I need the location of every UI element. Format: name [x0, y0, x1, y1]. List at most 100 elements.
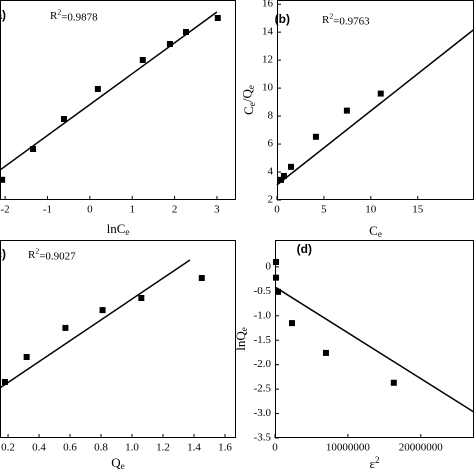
data-point — [322, 349, 329, 356]
r-squared-part: =0.9878 — [61, 11, 98, 23]
data-point — [214, 15, 221, 21]
r-squared-part: R — [322, 14, 330, 26]
fit-line — [276, 28, 474, 186]
plot-frame — [0, 0, 236, 200]
data-point — [278, 176, 285, 183]
data-point — [99, 307, 106, 314]
r-squared-part: 2 — [329, 11, 333, 20]
x-tick-label: 1.4 — [187, 442, 201, 454]
x-axis-label: lnCe — [107, 221, 130, 237]
data-point — [272, 259, 279, 265]
data-point — [30, 146, 37, 152]
plot-frame — [277, 0, 474, 200]
data-point — [94, 86, 101, 92]
data-point — [280, 172, 287, 179]
data-point — [272, 274, 279, 281]
data-point — [274, 288, 281, 295]
y-tick-label: 4 — [268, 166, 274, 178]
fit-line — [274, 286, 474, 413]
x-tick-label: 0 — [272, 442, 278, 454]
x-tick-label: 15 — [412, 204, 424, 216]
y-tick-label: 16 — [262, 0, 274, 10]
x-tick-label: 10 — [365, 204, 377, 216]
data-point — [139, 57, 146, 63]
data-point — [183, 29, 190, 35]
x-tick-label: 1.2 — [156, 442, 170, 454]
y-tick-label: 10 — [262, 82, 274, 94]
x-tick-label: 5 — [321, 204, 327, 216]
x-tick-label: 1.6 — [218, 442, 232, 454]
x-axis-label: ε2 — [369, 455, 379, 471]
y-tick-label: 14 — [262, 26, 274, 38]
y-axis-label-part: e — [246, 85, 256, 89]
x-tick-label: 0.8 — [94, 442, 108, 454]
data-point — [1, 378, 8, 385]
r-squared: R2=0.9763 — [322, 11, 370, 27]
data-point — [312, 133, 319, 140]
y-axis-label: lnQe — [233, 327, 249, 351]
x-tick-label: 10000000 — [326, 442, 371, 454]
x-tick-label: 0.6 — [63, 442, 77, 454]
y-tick-label: 8 — [268, 110, 274, 122]
data-point — [390, 379, 397, 386]
r-squared-part: R — [28, 249, 36, 261]
x-axis-label: Ce — [369, 223, 382, 239]
x-axis-label-part: e — [121, 461, 125, 471]
data-point — [288, 320, 295, 327]
y-tick-label: -3.0 — [254, 407, 272, 419]
x-axis-label-part: Q — [111, 455, 121, 470]
y-axis-label-part: lnQ — [233, 331, 248, 351]
x-tick-label: -2 — [0, 204, 9, 216]
y-axis-label-part: /Q — [240, 89, 255, 103]
plot-frame — [0, 240, 236, 438]
panel-label: (b) — [275, 12, 290, 26]
x-tick-label: 0.2 — [1, 442, 15, 454]
x-tick-label: 20000000 — [399, 442, 444, 454]
data-point — [60, 116, 67, 122]
data-point — [23, 354, 30, 361]
y-axis-label-part: e — [247, 102, 257, 106]
x-tick-label: 1 — [129, 204, 135, 216]
x-axis-label: Qe — [111, 455, 124, 471]
y-tick-label: -1.5 — [254, 334, 272, 346]
panel-label: (c) — [0, 247, 6, 261]
r-squared-part: 2 — [57, 7, 61, 16]
data-point — [166, 41, 173, 47]
y-tick-label: -0.5 — [254, 285, 272, 297]
y-axis-label-part: C — [241, 106, 256, 115]
x-axis-label-part: lnC — [107, 221, 126, 236]
fit-line — [0, 259, 191, 389]
x-axis-label-part: e — [378, 229, 382, 239]
y-tick-label: -2.0 — [254, 358, 272, 370]
y-axis-label-part: e — [239, 327, 249, 331]
data-point — [343, 107, 350, 114]
data-point — [62, 324, 69, 331]
x-tick-label: 0 — [87, 204, 93, 216]
r-squared: R2=0.9878 — [50, 7, 98, 23]
x-tick-label: 0.4 — [32, 442, 46, 454]
y-tick-label: -3.5 — [254, 432, 272, 444]
x-tick-label: 1.0 — [125, 442, 139, 454]
y-tick-label: -2.5 — [254, 383, 272, 395]
r-squared-part: 2 — [35, 246, 39, 255]
panel-label: (d) — [297, 242, 312, 256]
y-tick-label: 0 — [266, 260, 272, 272]
x-tick-label: -1 — [43, 204, 52, 216]
r-squared-part: =0.9027 — [39, 250, 76, 262]
y-tick-label: 6 — [268, 138, 274, 150]
data-point — [377, 90, 384, 97]
panel-label: (a) — [0, 8, 6, 22]
y-axis-label: Ce/Qe — [240, 85, 258, 115]
x-axis-label-part: C — [369, 223, 378, 238]
data-point — [287, 163, 294, 170]
r-squared-part: =0.9763 — [333, 15, 370, 27]
data-point — [198, 275, 205, 282]
y-tick-label: -1.0 — [254, 309, 272, 321]
y-tick-label: 2 — [268, 194, 274, 206]
x-tick-label: 2 — [172, 204, 178, 216]
data-point — [138, 295, 145, 302]
r-squared-part: R — [50, 10, 58, 22]
y-tick-label: 12 — [262, 54, 273, 66]
x-tick-label: 3 — [214, 204, 220, 216]
